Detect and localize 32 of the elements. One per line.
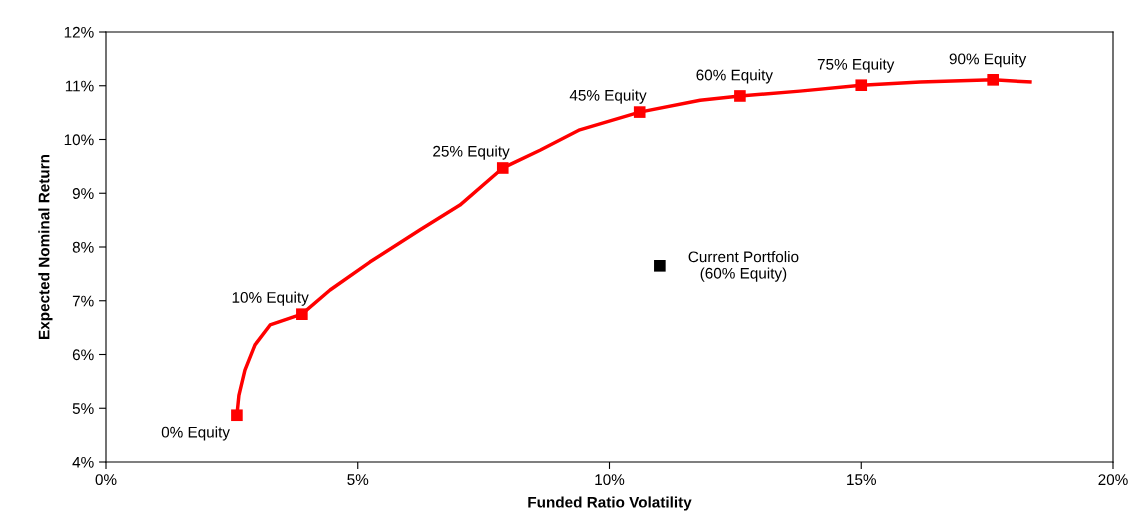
x-tick-label: 20% (1098, 474, 1128, 486)
y-tick-label: 7% (72, 295, 94, 307)
annotation: 45% Equity (569, 89, 647, 104)
y-tick-label: 4% (72, 456, 94, 468)
point (496, 162, 509, 174)
x-axis-title: Funded Ratio Volatility (528, 496, 692, 511)
annotation: 75% Equity (817, 58, 895, 73)
y-tick-label: 12% (64, 26, 94, 38)
y-tick-label: 9% (72, 188, 94, 199)
point (734, 90, 746, 102)
annotation: 10% Equity (232, 291, 309, 306)
y-tick-label: 11% (65, 80, 94, 92)
annotation: 90% Equity (949, 53, 1027, 68)
annotation: 0% Equity (161, 426, 230, 441)
point (231, 409, 243, 422)
point (987, 74, 999, 86)
x-tick-label: 15% (847, 474, 876, 486)
point (296, 308, 308, 320)
y-tick-label: 8% (72, 241, 94, 253)
annotation: 60% Equity (696, 69, 773, 84)
point (633, 106, 646, 118)
y-tick-label: 5% (72, 403, 94, 414)
x-tick-label: 0% (95, 474, 117, 486)
point (654, 260, 666, 272)
y-tick-label: 6% (72, 349, 94, 361)
x-tick-label: 10% (595, 474, 625, 486)
annotation: Current Portfolio (60% Equity) (688, 251, 799, 282)
point (855, 79, 868, 92)
x-tick-label: 5% (347, 474, 369, 486)
y-tick-label: 10% (64, 134, 94, 146)
annotation: 25% Equity (433, 145, 510, 160)
y-axis-title: Expected Nominal Return (38, 154, 53, 339)
